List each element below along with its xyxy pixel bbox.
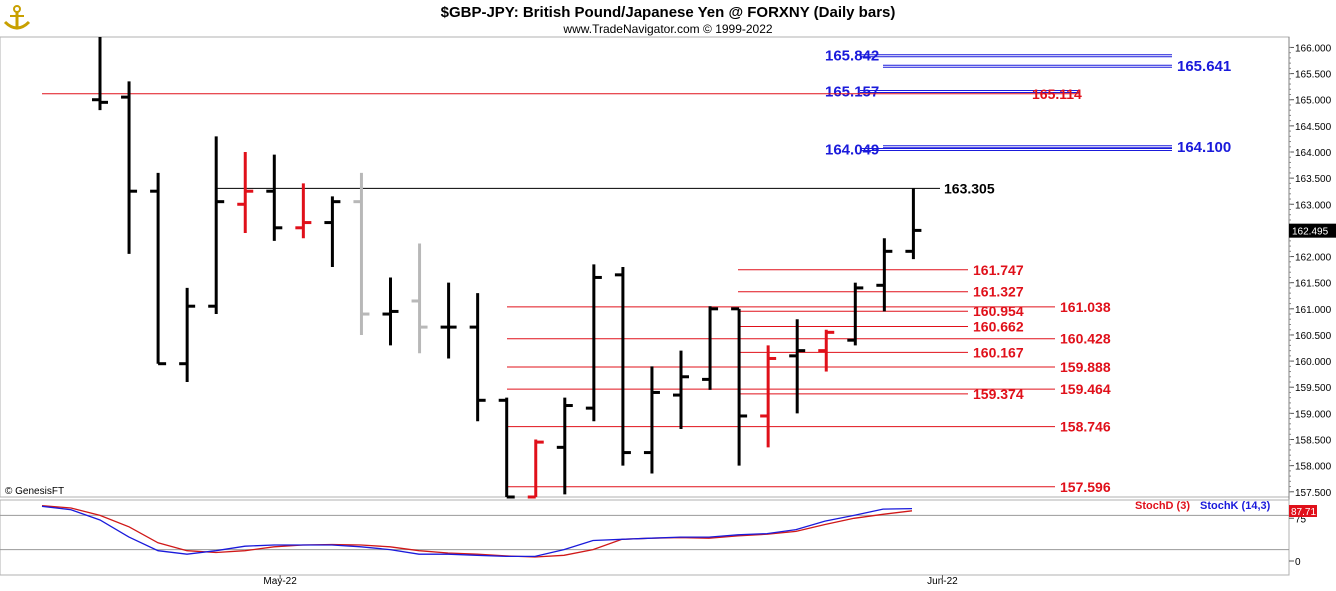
price-bar xyxy=(614,267,631,466)
level-label: 160.167 xyxy=(973,344,1024,360)
price-bar xyxy=(266,154,283,241)
stoch-k-line xyxy=(41,505,913,558)
stoch-k-legend: StochK (14,3) xyxy=(1200,500,1271,512)
price-bar xyxy=(92,37,108,111)
y-tick-label: 164.500 xyxy=(1295,122,1332,133)
price-bar xyxy=(556,397,573,495)
y-tick-label: 160.500 xyxy=(1295,331,1332,342)
price-bar xyxy=(760,345,777,448)
level-label: 161.747 xyxy=(973,262,1024,278)
y-tick-label: 166.000 xyxy=(1295,43,1332,54)
chart-subtitle: www.TradeNavigator.com © 1999-2022 xyxy=(562,22,772,36)
price-bar xyxy=(527,439,544,499)
y-tick-label: 161.000 xyxy=(1295,305,1332,316)
y-tick-label: 158.500 xyxy=(1295,436,1332,447)
y-tick-label: 165.000 xyxy=(1295,96,1332,107)
y-tick-label: 158.000 xyxy=(1295,462,1332,473)
price-bar xyxy=(179,287,196,382)
level-label: 164.049 xyxy=(825,141,879,158)
level-label: 165.842 xyxy=(825,48,879,65)
level-label: 161.327 xyxy=(973,284,1024,300)
y-tick-label: 157.500 xyxy=(1295,488,1332,499)
price-bar xyxy=(673,350,689,430)
price-bar xyxy=(643,366,660,474)
price-bar xyxy=(382,277,399,346)
y-tick-label: 161.500 xyxy=(1295,279,1332,290)
price-bar xyxy=(585,264,602,422)
price-bar xyxy=(789,319,806,414)
stoch-d-legend: StochD (3) xyxy=(1135,500,1190,512)
level-label: 165.157 xyxy=(825,84,879,101)
price-bar xyxy=(411,243,428,354)
level-label: 159.464 xyxy=(1060,381,1111,397)
y-tick-label: 163.500 xyxy=(1295,174,1332,185)
copyright-label: © GenesisFT xyxy=(5,486,64,497)
level-label: 159.888 xyxy=(1060,359,1111,375)
last-price-label: 162.495 xyxy=(1292,227,1329,238)
y-tick-label: 159.000 xyxy=(1295,409,1332,420)
y-tick-label: 164.000 xyxy=(1295,148,1332,159)
price-bar xyxy=(702,306,719,390)
y-tick-label: 159.500 xyxy=(1295,383,1332,394)
stoch-last-box xyxy=(1289,505,1317,518)
level-label: 157.596 xyxy=(1060,479,1111,495)
y-tick-label: 163.000 xyxy=(1295,200,1332,211)
price-bar xyxy=(208,136,225,315)
y-tick-label: 165.500 xyxy=(1295,70,1332,81)
x-tick-label: May-22 xyxy=(263,576,297,587)
level-label: 165.641 xyxy=(1177,58,1231,75)
level-label: 158.746 xyxy=(1060,419,1111,435)
y-tick-label: 160.000 xyxy=(1295,357,1332,368)
price-bar xyxy=(324,196,341,267)
price-panel: 166.000 165.500 165.000 164.500 164.000 163.5… xyxy=(0,36,1336,575)
price-bar xyxy=(353,172,370,335)
y-tick-label: 162.000 xyxy=(1295,253,1332,264)
last-price-box xyxy=(1289,223,1336,238)
level-label: 161.038 xyxy=(1060,299,1111,315)
level-label: 159.374 xyxy=(973,386,1024,402)
price-bar xyxy=(731,307,748,466)
level-label: 160.662 xyxy=(973,318,1024,334)
price-bar xyxy=(237,152,254,234)
stoch-last-label: 87.71 xyxy=(1291,507,1316,518)
price-bar xyxy=(847,282,864,346)
level-label: 164.100 xyxy=(1177,139,1231,156)
price-bar xyxy=(469,293,486,422)
price-bar xyxy=(905,188,922,260)
level-label: 160.428 xyxy=(1060,331,1111,347)
price-bar xyxy=(818,329,835,372)
price-bar xyxy=(440,282,457,359)
x-tick-label: Jun-22 xyxy=(927,576,958,587)
level-label: 160.954 xyxy=(973,303,1024,319)
level-label: 165.114 xyxy=(1032,86,1082,102)
price-bar xyxy=(876,238,893,312)
chart-title: $GBP-JPY: British Pound/Japanese Yen @ F… xyxy=(441,4,896,21)
price-bar xyxy=(121,81,138,254)
price-bar xyxy=(498,397,515,499)
stoch-frame xyxy=(0,499,1290,576)
stoch-tick-label: 75 xyxy=(1295,514,1307,525)
stochastic-panel: 75 0 87.71 May-22 Jun-22 xyxy=(0,499,1317,587)
price-bar xyxy=(295,183,312,239)
level-label: 163.305 xyxy=(944,180,995,196)
anchor-logo xyxy=(3,5,31,30)
stoch-tick-label: 0 xyxy=(1295,557,1301,568)
price-bar xyxy=(150,172,167,366)
